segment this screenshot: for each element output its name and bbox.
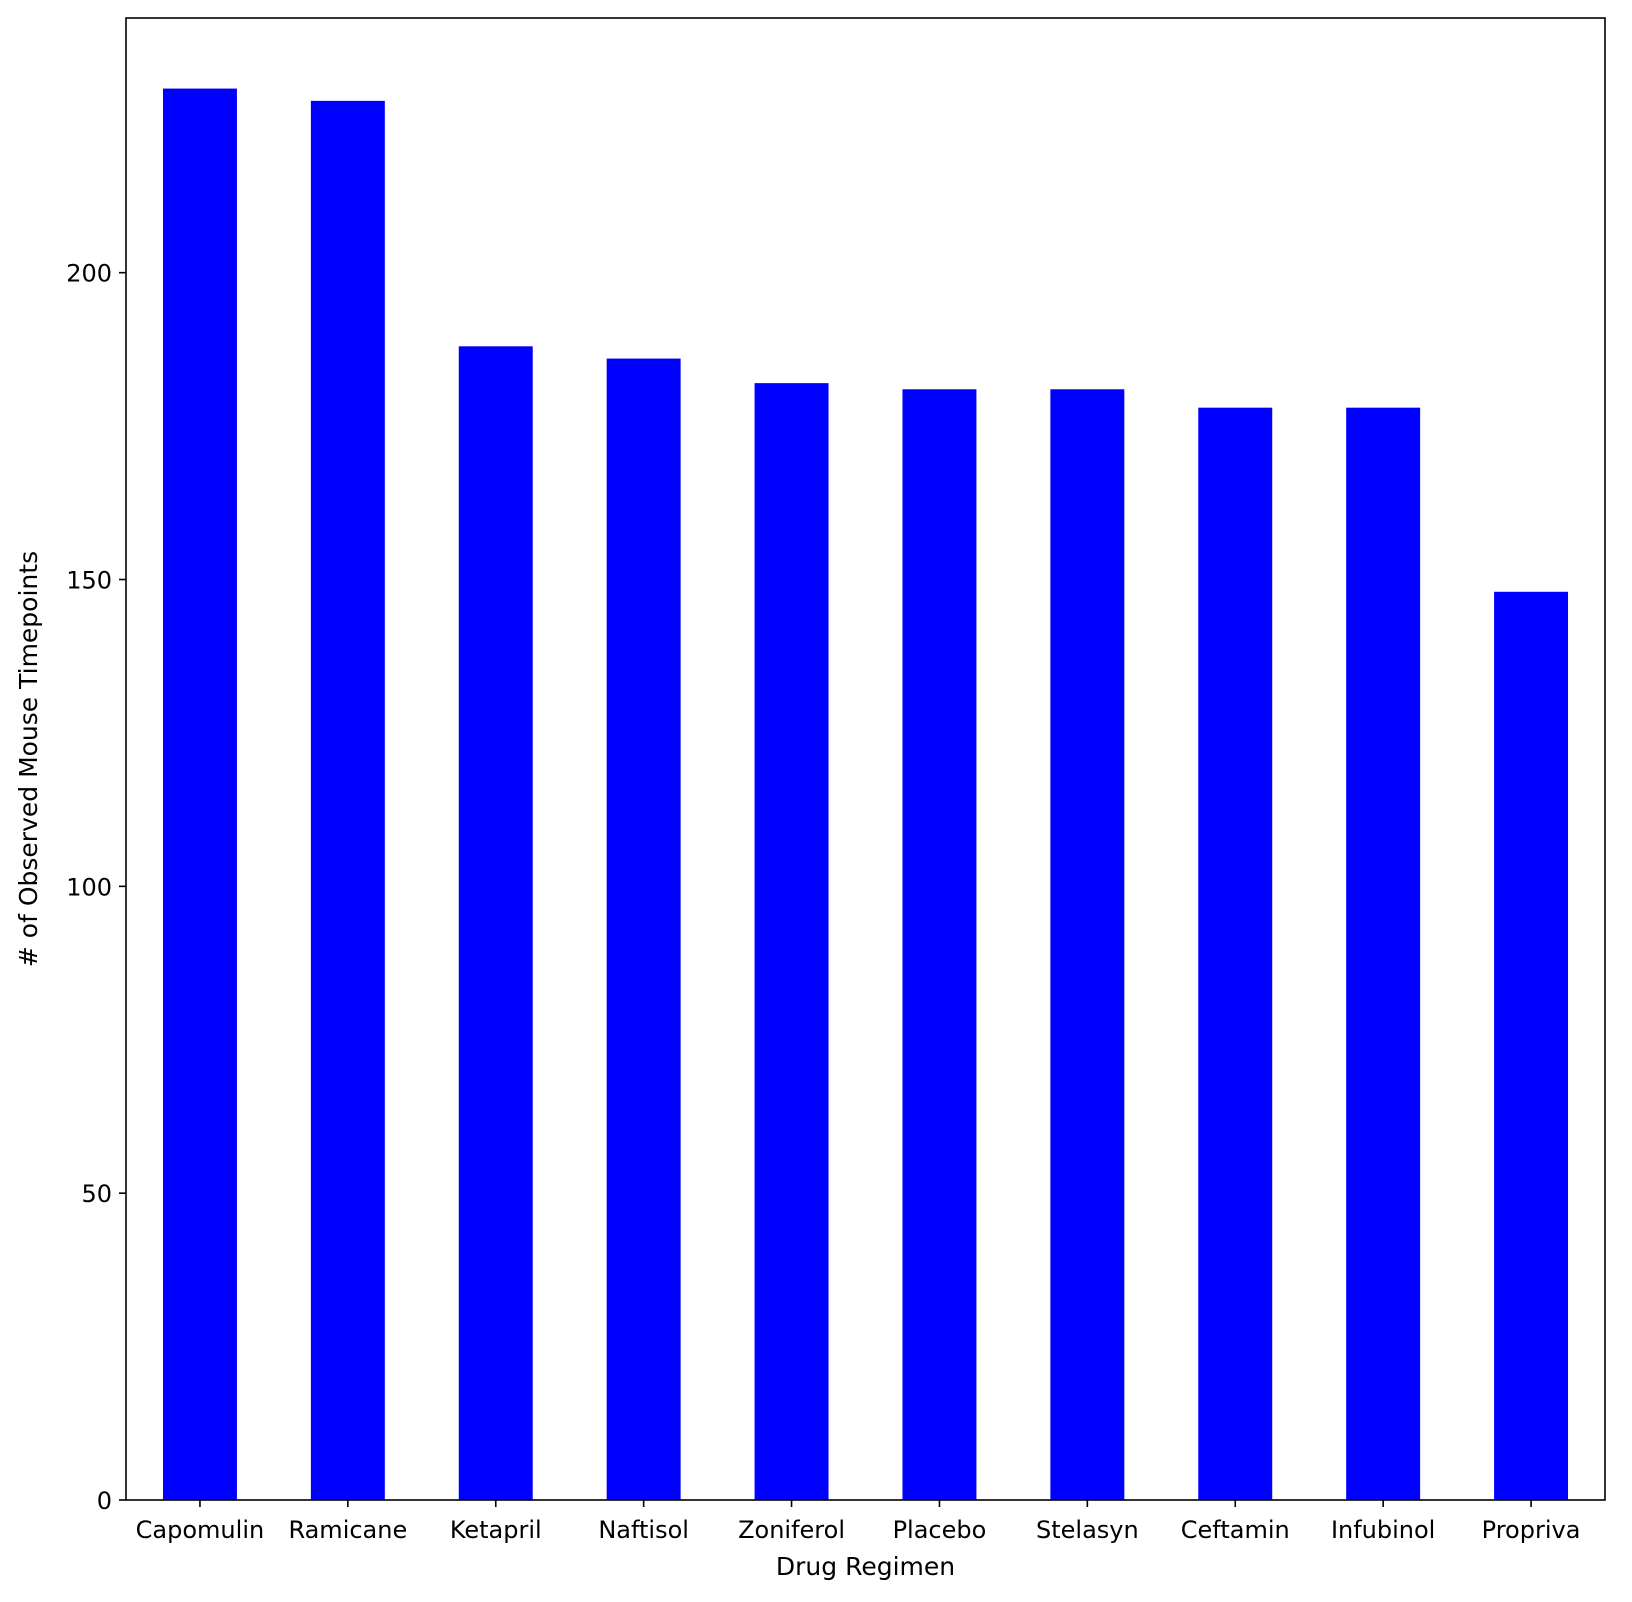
x-tick-label: Stelasyn [1036, 1516, 1139, 1544]
y-axis: 0 50 100 150 200 [66, 260, 126, 1515]
x-axis-label: Drug Regimen [776, 1552, 955, 1581]
bar-capomulin [162, 88, 237, 1501]
x-tick-label: Naftisol [598, 1516, 689, 1544]
bar-stelasyn [1050, 389, 1125, 1500]
y-tick-label: 50 [81, 1180, 112, 1208]
x-tick-label: Zoniferol [738, 1516, 845, 1544]
bar-propriva [1494, 591, 1569, 1500]
x-tick-label: Ceftamin [1181, 1516, 1290, 1544]
bar-ketapril [458, 346, 533, 1500]
y-tick-label: 150 [66, 567, 112, 595]
bar-ramicane [310, 100, 385, 1500]
y-axis-label: # of Observed Mouse Timepoints [14, 551, 43, 967]
bars-layer [162, 88, 1569, 1501]
x-tick-label: Propriva [1482, 1516, 1581, 1544]
bar-infubinol [1346, 407, 1421, 1501]
bar-ceftamin [1198, 407, 1273, 1501]
y-tick-label: 100 [66, 873, 112, 901]
x-tick-label: Ramicane [288, 1516, 407, 1544]
x-tick-label: Capomulin [136, 1516, 265, 1544]
y-tick-label: 0 [97, 1487, 112, 1515]
x-tick-label: Ketapril [450, 1516, 542, 1544]
x-axis: Capomulin Ramicane Ketapril Naftisol Zonifer… [136, 1500, 1581, 1544]
x-tick-label: Infubinol [1331, 1516, 1435, 1544]
x-tick-label: Placebo [893, 1516, 987, 1544]
plot-frame [125, 17, 1606, 1501]
bar-zoniferol [754, 383, 829, 1501]
y-tick-label: 200 [66, 260, 112, 288]
bar-placebo [902, 389, 977, 1500]
bar-naftisol [606, 358, 681, 1500]
